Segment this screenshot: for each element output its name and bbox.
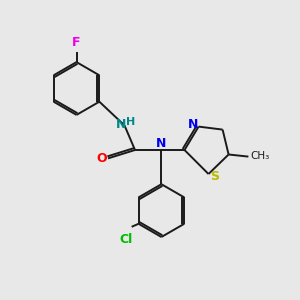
Text: Cl: Cl <box>119 233 132 246</box>
Text: F: F <box>72 37 81 50</box>
Text: N: N <box>156 137 167 150</box>
Text: O: O <box>96 152 107 166</box>
Text: N: N <box>116 118 126 131</box>
Text: S: S <box>211 170 220 183</box>
Text: H: H <box>127 117 136 127</box>
Text: CH₃: CH₃ <box>251 151 270 161</box>
Text: N: N <box>188 118 198 131</box>
